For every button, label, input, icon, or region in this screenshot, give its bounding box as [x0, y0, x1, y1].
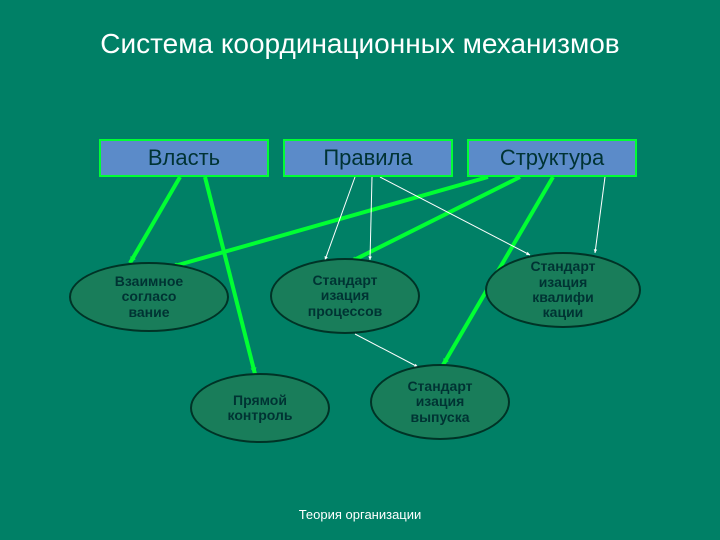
slide-title: Система координационных механизмов: [0, 28, 720, 60]
slide: Система координационных механизмов Теори…: [0, 0, 720, 540]
box-pravila: Правила: [283, 139, 453, 177]
node-vzaim: Взаимноесогласование: [69, 262, 229, 332]
node-kontrol: Прямойконтроль: [190, 373, 330, 443]
box-vlast: Власть: [99, 139, 269, 177]
node-vypusk: Стандартизациявыпуска: [370, 364, 510, 440]
box-struktura: Структура: [467, 139, 637, 177]
slide-footer: Теория организации: [0, 507, 720, 522]
node-proc: Стандартизацияпроцессов: [270, 258, 420, 334]
node-kval: Стандартизацияквалификации: [485, 252, 641, 328]
